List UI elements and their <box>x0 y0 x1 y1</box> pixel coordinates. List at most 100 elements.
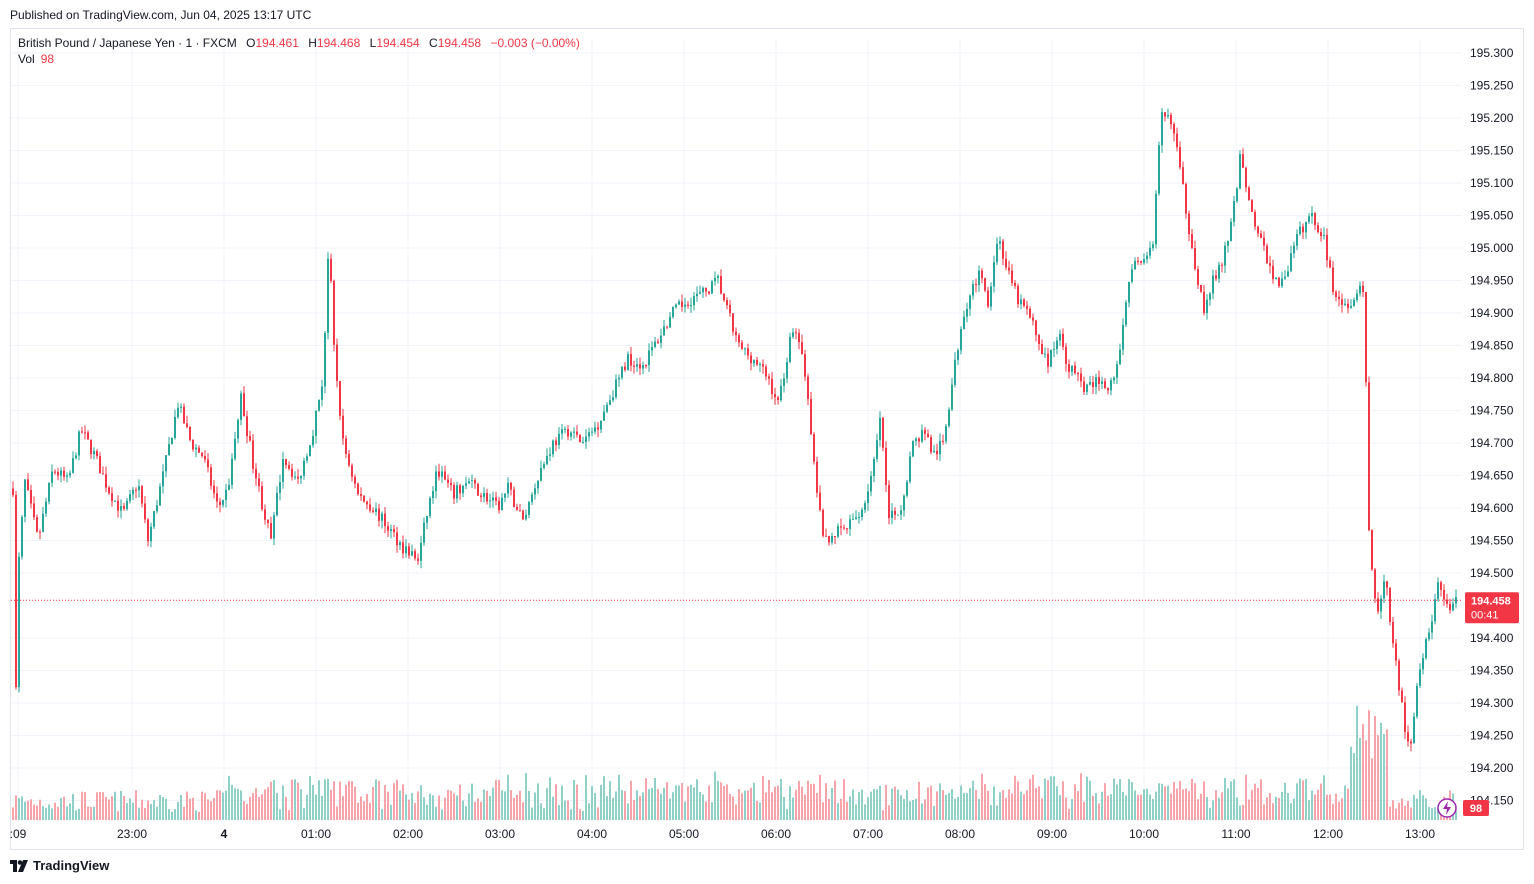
volume-bar <box>990 804 992 820</box>
volume-bar <box>429 793 431 820</box>
candle-body <box>1140 261 1142 263</box>
volume-bar <box>282 785 284 820</box>
candle-body <box>978 270 980 285</box>
volume-bar <box>960 785 962 820</box>
volume-bar <box>1416 798 1418 820</box>
volume-label: Vol <box>18 52 35 66</box>
volume-bar <box>189 798 191 820</box>
volume-bar <box>738 789 740 820</box>
candle-body <box>540 467 542 481</box>
candle-body <box>60 470 62 476</box>
volume-bar <box>1269 793 1271 820</box>
volume-bar <box>459 784 461 820</box>
volume-bar <box>1155 791 1157 820</box>
candle-body <box>1254 211 1256 227</box>
candle-body <box>474 480 476 484</box>
volume-bar <box>957 796 959 820</box>
candle-body <box>1356 293 1358 300</box>
candle-body <box>831 536 833 543</box>
candle-body <box>744 348 746 350</box>
candle-body <box>342 415 344 439</box>
volume-bar <box>384 785 386 820</box>
volume-bar <box>579 809 581 820</box>
volume-bar <box>546 788 548 820</box>
candle-body <box>1398 660 1400 691</box>
volume-bar <box>606 796 608 820</box>
candle-body <box>222 500 224 505</box>
volume-bar <box>924 799 926 820</box>
candle-body <box>1134 260 1136 270</box>
volume-bar <box>777 785 779 820</box>
candle-body <box>195 447 197 450</box>
volume-bar <box>591 786 593 820</box>
candle-body <box>1227 241 1229 246</box>
candle-body <box>282 459 284 482</box>
candle-body <box>555 440 557 445</box>
volume-bar <box>987 790 989 820</box>
candle-body <box>402 542 404 554</box>
volume-bar <box>141 799 143 820</box>
candle-body <box>75 455 77 459</box>
volume-bar <box>699 792 701 820</box>
candle-body <box>1230 221 1232 242</box>
candle-body <box>717 275 719 278</box>
candle-body <box>1368 382 1370 531</box>
candle-body <box>921 430 923 442</box>
chart-legend: British Pound / Japanese Yen · 1 · FXCM … <box>18 35 580 51</box>
candle-body <box>888 485 890 519</box>
candle-body <box>1380 598 1382 612</box>
volume-bar <box>63 796 65 820</box>
volume-bar <box>570 809 572 820</box>
candle-body <box>1125 302 1127 325</box>
volume-bar <box>144 807 146 820</box>
candle-body <box>1032 317 1034 321</box>
volume-bar <box>39 799 41 820</box>
volume-bar <box>1056 786 1058 820</box>
candle-body <box>279 481 281 493</box>
volume-bar <box>207 799 209 820</box>
volume-bar <box>513 797 515 820</box>
candle-body <box>609 400 611 405</box>
volume-bar <box>840 798 842 820</box>
volume-bar <box>294 779 296 820</box>
volume-bar <box>558 805 560 820</box>
footer-brand[interactable]: TradingView <box>10 858 109 873</box>
candle-body <box>237 419 239 439</box>
volume-bar <box>54 802 56 820</box>
volume-bar <box>1218 797 1220 820</box>
volume-bar <box>33 804 35 820</box>
volume-bar <box>78 808 80 820</box>
candle-body <box>300 475 302 479</box>
candle-body <box>963 316 965 330</box>
volume-bar <box>744 790 746 820</box>
volume-bar <box>945 794 947 820</box>
candle-body <box>189 427 191 440</box>
volume-bar <box>450 790 452 820</box>
candle-body <box>948 409 950 427</box>
symbol-name[interactable]: British Pound / Japanese Yen · 1 · FXCM <box>18 36 237 50</box>
candle-body <box>183 406 185 424</box>
volume-bar <box>597 807 599 820</box>
volume-bar <box>630 780 632 820</box>
candle-body <box>756 359 758 365</box>
candle-body <box>498 500 500 511</box>
lightning-icon[interactable] <box>1437 798 1457 818</box>
volume-bar <box>1398 802 1400 820</box>
candle-body <box>225 489 227 501</box>
volume-bar <box>1374 715 1376 820</box>
candle-body <box>828 536 830 543</box>
volume-bar <box>666 782 668 820</box>
candle-body <box>156 505 158 512</box>
volume-bar <box>918 781 920 820</box>
candle-body <box>549 454 551 456</box>
volume-bar <box>27 800 29 820</box>
volume-bar <box>81 791 83 820</box>
volume-bar <box>369 802 371 820</box>
candle-body <box>753 359 755 364</box>
volume-bar <box>351 781 353 820</box>
candle-body <box>213 485 215 494</box>
candle-body <box>999 241 1001 244</box>
volume-bar <box>12 807 14 820</box>
candle-body <box>513 489 515 507</box>
